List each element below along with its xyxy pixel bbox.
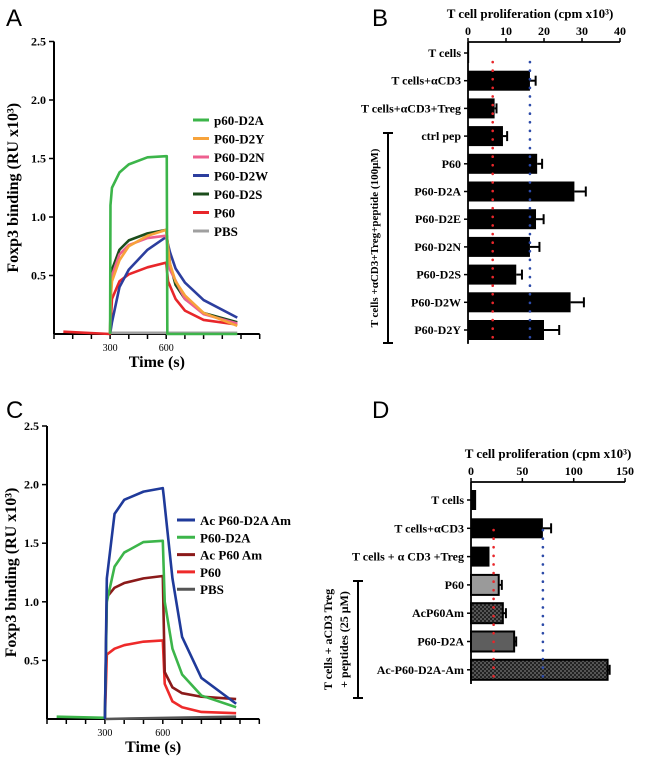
bar — [471, 490, 477, 510]
panel-label-c: C — [6, 397, 23, 424]
x-tick-label: 20 — [538, 24, 550, 38]
bar — [471, 546, 490, 567]
category-label: P60-D2A — [414, 185, 461, 199]
x-tick-label: 300 — [103, 343, 118, 354]
category-label: T cells+αCD3 — [394, 521, 464, 535]
legend-label: Ac P60-D2A Am — [200, 513, 291, 528]
category-label: P60 — [445, 578, 464, 592]
x-tick-label: 0 — [465, 24, 471, 38]
bar — [468, 126, 503, 147]
category-label: Ac-P60-D2A-Am — [377, 663, 464, 677]
x-tick-label: 30 — [576, 24, 588, 38]
chart-c-sensorgram: 300 600 0.5 1.0 1.5 2.0 2.5 Time (s) Foxp3 bindi… — [3, 419, 291, 756]
category-label: P60-D2N — [414, 240, 461, 254]
category-label: T cells — [428, 46, 461, 60]
bar — [468, 153, 538, 174]
bar — [470, 658, 609, 681]
chart-a-sensorgram: 300 600 0.5 1.0 1.5 2.0 2.5 Time (s) Foxp3 bindi… — [5, 35, 268, 372]
series-line-ac-p60-d2a-am — [103, 486, 237, 720]
category-label: P60-D2E — [415, 212, 461, 226]
x-tick-label: 150 — [616, 464, 634, 478]
chart-b-proliferation: T cell proliferation (cpm x10³) 0 10 20 30 40… — [361, 6, 626, 346]
bar — [468, 236, 530, 257]
x-tick-label: 10 — [500, 24, 512, 38]
category-label: P60-D2W — [411, 295, 461, 309]
bar — [468, 209, 537, 230]
y-axis-label: Foxp3 binding (RU x10³) — [3, 488, 20, 658]
x-axis-label: Time (s) — [125, 739, 181, 756]
x-tick-label: 50 — [516, 464, 528, 478]
category-label: P60 — [442, 157, 461, 171]
series-line-p60-d2y — [108, 228, 238, 335]
series-line-p60-d2a — [108, 154, 238, 336]
bar — [470, 573, 500, 596]
legend-label: P60-D2W — [214, 169, 268, 184]
y-tick-label: 1.0 — [31, 210, 46, 224]
y-tick-label: 2.5 — [31, 35, 46, 49]
category-label: T cells+αCD3 — [391, 74, 461, 88]
legend-label: P60-D2A — [200, 530, 251, 545]
bar — [468, 264, 517, 285]
series-line-p60 — [63, 261, 238, 336]
category-label: P60-D2S — [416, 268, 461, 282]
y-tick-label: 0.5 — [24, 653, 39, 667]
legend-label: P60 — [214, 206, 235, 221]
legend-label: PBS — [200, 582, 224, 597]
y-axis-label: Foxp3 binding (RU x10³) — [5, 103, 22, 273]
x-tick-label: 40 — [614, 24, 626, 38]
bar — [471, 518, 543, 539]
bar — [468, 43, 470, 63]
bar — [468, 181, 575, 202]
legend-label: P60 — [200, 565, 221, 580]
x-axis-label: Time (s) — [129, 354, 185, 371]
y-tick-label: 2.5 — [24, 419, 39, 433]
bar — [468, 320, 544, 340]
group-label: T cells + aCD3 Treg — [321, 589, 335, 690]
chart-title: T cell proliferation (cpm x10³) — [447, 6, 614, 21]
category-label: T cells — [431, 493, 464, 507]
chart-title: T cell proliferation (cpm x10³) — [465, 446, 632, 461]
y-tick-label: 2.0 — [24, 478, 39, 492]
category-label: T cells+αCD3+Treg — [361, 101, 461, 115]
x-tick-label: 600 — [155, 728, 170, 739]
y-tick-label: 1.5 — [24, 536, 39, 550]
category-label: AcP60Am — [412, 606, 464, 620]
category-label: T cells + α CD3 +Treg — [352, 550, 464, 564]
y-tick-label: 0.5 — [31, 269, 46, 283]
series-line-pbs — [104, 715, 237, 721]
x-tick-label: 300 — [97, 728, 112, 739]
bar — [468, 292, 571, 313]
y-tick-label: 2.0 — [31, 93, 46, 107]
panel-label-b: B — [372, 5, 388, 32]
group-label: T cells +αCD3+Treg+peptide (100μM) — [369, 148, 381, 327]
category-label: P60-D2Y — [414, 323, 461, 337]
category-label: P60-D2A — [417, 635, 464, 649]
series-line-p60 — [103, 639, 237, 720]
legend-label: P60-D2N — [214, 150, 265, 165]
category-label: ctrl pep — [421, 129, 461, 143]
panel-label-a: A — [6, 5, 22, 32]
legend-label: Ac P60 Am — [200, 548, 262, 563]
bar — [470, 602, 504, 625]
bar — [468, 70, 530, 91]
legend-label: p60-D2A — [214, 113, 264, 128]
y-tick-label: 1.5 — [31, 152, 46, 166]
x-tick-label: 600 — [159, 343, 174, 354]
x-tick-label: 100 — [565, 464, 583, 478]
legend-label: P60-D2Y — [214, 132, 265, 147]
x-tick-label: 0 — [468, 464, 474, 478]
legend-label: P60-D2S — [214, 187, 262, 202]
bar — [468, 98, 495, 119]
y-tick-label: 1.0 — [24, 595, 39, 609]
panel-label-d: D — [372, 397, 389, 424]
legend-label: PBS — [214, 224, 238, 239]
group-label: + peptides (25 μM) — [337, 591, 351, 688]
chart-d-proliferation: T cell proliferation (cpm x10³) 0 50 100 150… — [321, 446, 634, 699]
